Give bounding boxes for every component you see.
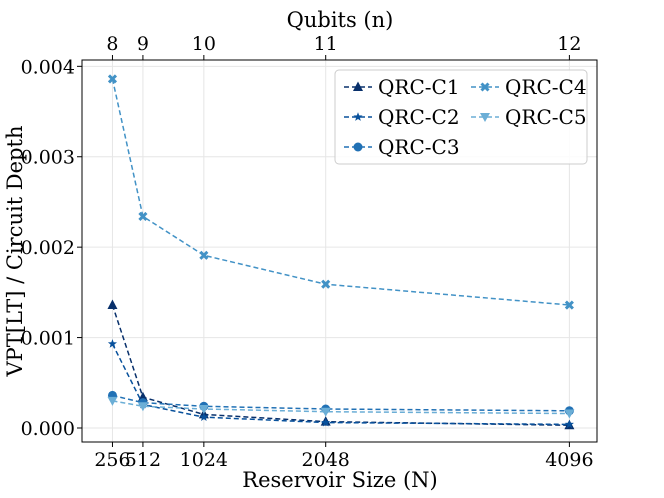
series-qrc-c5 [107, 396, 575, 419]
y-tick-label: 0.000 [21, 418, 75, 440]
series-qrc-c2 [107, 339, 574, 429]
series-qrc-c3 [107, 390, 574, 416]
top-x-tick-label: 8 [106, 33, 118, 55]
data-point [137, 402, 148, 412]
data-point [107, 339, 118, 348]
x-tick-label: 1024 [180, 449, 228, 471]
top-x-tick-label: 10 [192, 33, 216, 55]
data-point [199, 250, 209, 260]
data-point [321, 279, 331, 289]
y-tick-label: 0.001 [21, 328, 75, 350]
top-x-tick-label: 9 [137, 33, 149, 55]
legend-label: QRC-C3 [378, 135, 460, 159]
data-point [564, 300, 574, 310]
y-tick-label: 0.002 [21, 237, 75, 259]
x-axis-title: Reservoir Size (N) [242, 468, 437, 492]
data-point [321, 417, 331, 427]
legend-box [334, 69, 588, 165]
legend-label: QRC-C2 [378, 105, 460, 129]
series-line [111, 304, 570, 427]
legend-label: QRC-C4 [505, 75, 587, 99]
data-point [198, 404, 209, 414]
legend-item: QRC-C1 [344, 75, 460, 99]
axis-ticks: 256 8 512 9 1024 10 2048 11 4096 12 0.000 0.001 0.00… [21, 33, 594, 471]
y-axis-title: VPT[LT] / Circuit Depth [3, 126, 27, 378]
series-qrc-c4 [107, 74, 574, 310]
legend-item: QRC-C5 [471, 105, 587, 129]
x-tick-label: 256 [94, 449, 130, 471]
data-point [199, 412, 209, 422]
data-point [564, 409, 575, 419]
legend-item: QRC-C4 [471, 75, 587, 99]
plot-frame [81, 59, 598, 443]
data-point [320, 407, 331, 417]
data-point [107, 396, 118, 406]
x-tick-label: 4096 [545, 449, 593, 471]
legend-marker [353, 81, 363, 91]
top-x-tick-label: 12 [557, 33, 581, 55]
legend-marker [480, 113, 490, 122]
top-x-axis-title: Qubits (n) [287, 8, 394, 32]
y-tick-label: 0.003 [21, 147, 75, 169]
x-tick-label: 2048 [302, 449, 350, 471]
data-point [107, 74, 118, 84]
legend-marker [353, 142, 363, 152]
data-point [138, 211, 148, 221]
data-point [107, 299, 118, 310]
legend-marker [480, 82, 490, 92]
legend-label: QRC-C5 [505, 105, 587, 129]
series-line [112, 400, 570, 415]
legend-item: QRC-C2 [344, 105, 460, 129]
legend-marker [353, 112, 363, 121]
y-tick-label: 0.004 [21, 56, 75, 78]
legend-item: QRC-C3 [344, 135, 460, 159]
legend: QRC-C1 QRC-C2 QRC-C3 QRC-C4 QRC-C5 [334, 69, 588, 165]
series-line [111, 78, 570, 306]
series-layer [107, 74, 575, 430]
legend-label: QRC-C1 [378, 75, 460, 99]
x-tick-label: 512 [125, 449, 161, 471]
data-point [137, 391, 148, 402]
top-x-tick-label: 11 [314, 33, 338, 55]
data-point [564, 419, 574, 429]
